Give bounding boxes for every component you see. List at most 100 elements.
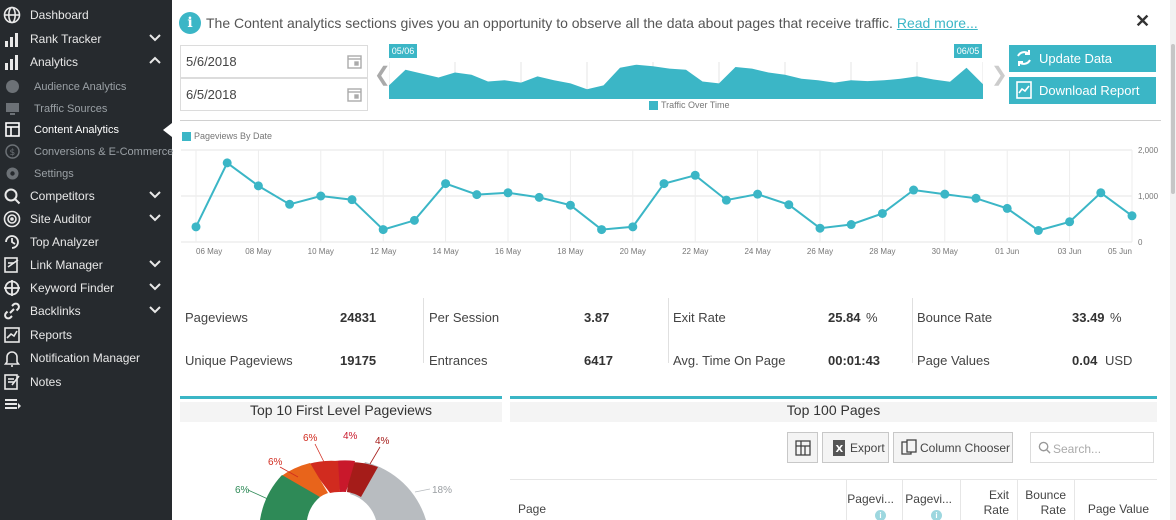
svg-text:$: $	[10, 148, 16, 158]
stat-value: 19175	[340, 353, 377, 368]
stat-value: 25.84	[828, 310, 861, 325]
scrollbar-thumb[interactable]	[1171, 44, 1175, 194]
overview-next-arrow-icon[interactable]: ❯	[991, 64, 1008, 86]
column-header-unique-pageviews[interactable]: Pagevi... i	[902, 480, 960, 520]
column-header-pageviews[interactable]: Pagevi... i	[846, 480, 902, 520]
pie-slice-green[interactable]	[260, 475, 320, 520]
data-point	[628, 222, 638, 232]
pageviews-donut-chart[interactable]: 6% 6% 6% 4% 4% 18%	[180, 422, 502, 520]
chevron-down-icon[interactable]	[148, 32, 162, 44]
info-notice-text: The Content analytics sections gives you…	[206, 15, 893, 31]
pie-slice-darkred[interactable]	[347, 462, 378, 497]
data-point	[1096, 188, 1106, 198]
column-header-page[interactable]: Page	[518, 502, 547, 516]
close-notice-button[interactable]: ✕	[1135, 11, 1151, 31]
section-divider	[180, 120, 1161, 121]
x-tick-label: 12 May	[370, 247, 396, 256]
bell-icon	[3, 349, 21, 367]
stat-value: 6417	[584, 353, 613, 368]
data-point	[253, 181, 263, 191]
calendar-icon[interactable]	[347, 87, 362, 102]
chevron-down-icon[interactable]	[148, 258, 162, 270]
sidebar-item-reports[interactable]: Reports	[0, 323, 172, 346]
column-header-page-value[interactable]: Page Value	[1074, 480, 1157, 520]
chevron-down-icon[interactable]	[148, 212, 162, 224]
download-report-button[interactable]: Download Report	[1009, 77, 1156, 104]
search-icon	[1038, 441, 1051, 454]
export-button[interactable]: X Export	[822, 432, 889, 463]
legend-swatch	[182, 131, 191, 141]
column-header-exit-rate[interactable]: Exit Rate	[960, 480, 1017, 520]
table-search-input[interactable]: Search...	[1030, 432, 1154, 463]
chevron-down-icon[interactable]	[148, 189, 162, 201]
column-header-label: Bounce	[1025, 488, 1066, 502]
data-point	[784, 200, 794, 210]
pie-label: 6%	[303, 433, 318, 444]
stats-separator	[912, 298, 913, 363]
pie-slice-orange[interactable]	[280, 463, 328, 497]
data-point	[503, 188, 513, 198]
sidebar-item-analytics[interactable]: Analytics	[0, 50, 172, 73]
data-point	[347, 195, 357, 205]
sidebar-item-settings[interactable]: Settings	[0, 163, 172, 185]
data-point	[753, 189, 763, 199]
chevron-up-icon[interactable]	[148, 55, 162, 67]
x-tick-label: 26 May	[807, 247, 833, 256]
sidebar-item-label: Notes	[30, 375, 62, 389]
sidebar-item-dashboard[interactable]: Dashboard	[0, 3, 172, 26]
pie-slice-red[interactable]	[335, 460, 355, 492]
overview-start-flag[interactable]: 05/06	[389, 44, 417, 58]
pie-label: 6%	[268, 457, 283, 468]
column-header-label: Pagevi...	[905, 492, 952, 506]
info-icon[interactable]: i	[931, 510, 942, 520]
start-date-input[interactable]: 5/6/2018	[180, 45, 368, 78]
overview-area-chart[interactable]	[389, 44, 983, 101]
sidebar-item-backlinks[interactable]: Backlinks	[0, 299, 172, 322]
sidebar-item-top-analyzer[interactable]: Top Analyzer	[0, 230, 172, 253]
sidebar-item-audience-analytics[interactable]: Audience Analytics	[0, 76, 172, 98]
sidebar-item-notification-manager[interactable]: Notification Manager	[0, 346, 172, 369]
info-notice: The Content analytics sections gives you…	[206, 15, 978, 31]
chevron-down-icon[interactable]	[148, 281, 162, 293]
end-date-value: 6/5/2018	[186, 87, 237, 102]
data-point	[721, 195, 731, 205]
overview-prev-arrow-icon[interactable]: ❮	[374, 64, 391, 86]
page-scrollbar[interactable]	[1170, 0, 1176, 520]
pie-label: 4%	[343, 431, 358, 442]
sidebar-item-link-manager[interactable]: Link Manager	[0, 253, 172, 276]
pageviews-line-chart[interactable]: 2,000 1,000 0 06 May 08 May 10 May 12 May 14 Ma…	[172, 140, 1170, 262]
read-more-link[interactable]: Read more...	[896, 15, 978, 31]
column-header-bounce-rate[interactable]: Bounce Rate	[1017, 480, 1074, 520]
sidebar-item-traffic-sources[interactable]: Traffic Sources	[0, 98, 172, 120]
sidebar-item-competitors[interactable]: Competitors	[0, 184, 172, 207]
x-tick-label: 20 May	[620, 247, 646, 256]
sidebar-item-label: Top Analyzer	[30, 235, 99, 249]
sidebar-item-rank-tracker[interactable]: Rank Tracker	[0, 27, 172, 50]
sidebar-item-site-auditor[interactable]: Site Auditor	[0, 207, 172, 230]
sidebar-collapse-toggle[interactable]	[0, 393, 172, 416]
y-tick-label: 2,000	[1138, 146, 1159, 155]
sidebar-item-keyword-finder[interactable]: Keyword Finder	[0, 276, 172, 299]
y-tick-label: 1,000	[1138, 192, 1159, 201]
pie-slice-red2[interactable]	[308, 460, 340, 493]
sidebar-item-label: Analytics	[30, 55, 79, 69]
table-settings-button[interactable]	[787, 432, 818, 463]
overview-legend: Traffic Over Time	[649, 100, 730, 110]
rank-chart-icon	[3, 30, 21, 48]
stat-label: Pageviews	[185, 310, 248, 325]
info-icon[interactable]: i	[875, 510, 886, 520]
data-point	[472, 190, 482, 200]
end-date-input[interactable]: 6/5/2018	[180, 78, 368, 111]
stat-value: 24831	[340, 310, 377, 325]
sidebar-item-content-analytics[interactable]: Content Analytics	[0, 119, 172, 141]
sidebar-item-notes[interactable]: Notes	[0, 370, 172, 393]
overview-end-flag[interactable]: 06/05	[954, 44, 982, 58]
stat-label: Page Values	[917, 353, 990, 368]
column-chooser-button[interactable]: Column Chooser	[893, 432, 1013, 463]
calendar-icon[interactable]	[347, 54, 362, 69]
sidebar-item-conversions[interactable]: $ Conversions & E-Commerce	[0, 141, 173, 163]
chevron-down-icon[interactable]	[148, 304, 162, 316]
data-point	[597, 225, 607, 235]
stat-value: 0.04	[1072, 353, 1098, 368]
update-data-button[interactable]: Update Data	[1009, 45, 1156, 72]
